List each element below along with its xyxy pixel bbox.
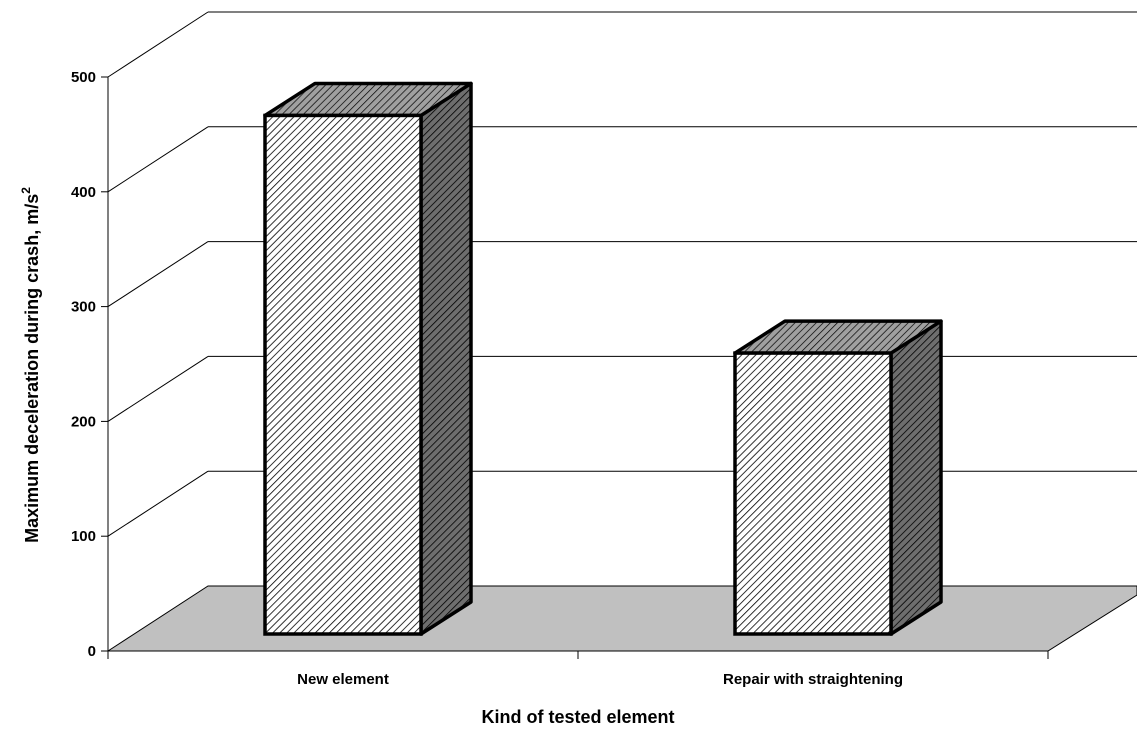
- y-axis: 0 100 200 300 400 500: [71, 69, 108, 660]
- gridline-depth-2: [107, 355, 209, 422]
- bar-front-0: [263, 113, 423, 636]
- y-tick-label-4: 400: [71, 184, 96, 201]
- y-tick-label-2: 200: [71, 413, 96, 430]
- y-axis-title-text: Maximum deceleration during crash, m/s: [22, 194, 42, 543]
- category-label-0: New element: [297, 671, 389, 688]
- category-labels: New element Repair with straightening: [297, 671, 903, 688]
- y-axis-title-superscript: 2: [19, 187, 33, 194]
- gridline-depth-1: [107, 470, 209, 537]
- gridlines: [107, 11, 1137, 537]
- bar-0: [263, 81, 473, 636]
- y-tick-label-1: 100: [71, 528, 96, 545]
- y-tick-label-0: 0: [88, 643, 96, 660]
- y-tick-label-3: 300: [71, 299, 96, 316]
- gridline-depth-4: [107, 126, 209, 193]
- y-tick-label-5: 500: [71, 69, 96, 86]
- bars: [263, 81, 943, 636]
- bar-front-1: [733, 351, 893, 636]
- bar-side-0: [419, 81, 473, 636]
- bar-1: [733, 319, 943, 636]
- walls: [106, 77, 1137, 652]
- x-axis-title: Kind of tested element: [481, 707, 674, 727]
- gridline-depth-3: [107, 241, 209, 308]
- floor: [106, 585, 1137, 652]
- gridline-depth-5: [107, 11, 209, 78]
- x-axis: [107, 650, 1049, 659]
- bar-side-1: [889, 319, 943, 636]
- category-label-1: Repair with straightening: [723, 671, 903, 688]
- y-axis-title: Maximum deceleration during crash, m/s2: [19, 187, 42, 543]
